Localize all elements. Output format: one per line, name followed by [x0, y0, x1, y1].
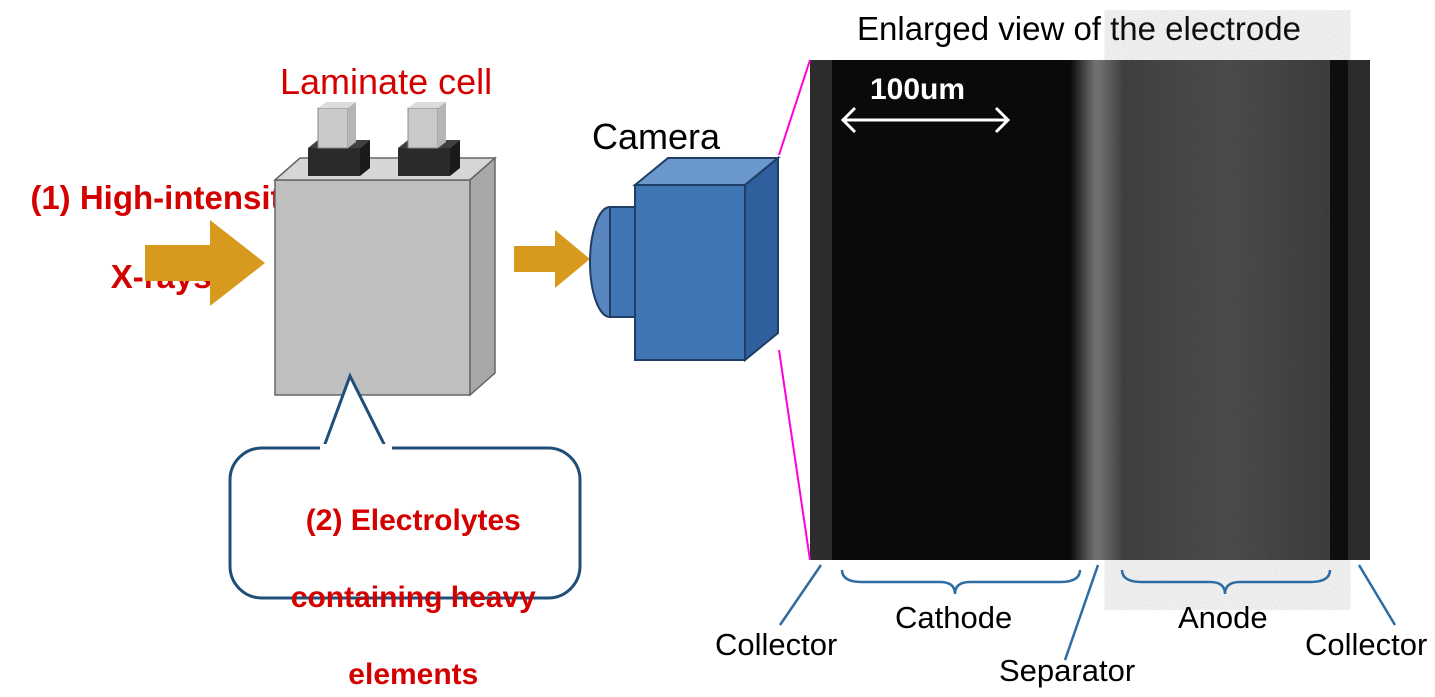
xrays-l2: X-rays	[111, 258, 212, 295]
scale-bar	[843, 108, 1008, 132]
electrolytes-text: (2) Electrolytes containing heavy elemen…	[230, 464, 580, 694]
electrolytes-l1: (2) Electrolytes	[306, 504, 521, 537]
camera-label: Camera	[592, 116, 720, 158]
enlarged-title: Enlarged view of the electrode	[857, 10, 1301, 48]
separator-label: Separator	[999, 653, 1135, 689]
xrays-l1: (1) High-intensity	[30, 179, 300, 216]
electrolytes-l3: elements	[348, 658, 478, 691]
arrow-to-camera	[514, 230, 590, 288]
camera-icon	[590, 158, 778, 360]
electrode-image	[810, 60, 1370, 560]
cathode-label: Cathode	[895, 600, 1012, 636]
scale-bar-label: 100um	[870, 73, 965, 107]
xrays-label: (1) High-intensity X-rays	[12, 138, 292, 296]
collector-left-label: Collector	[715, 627, 837, 663]
electrode-brackets	[780, 565, 1395, 660]
magenta-leader-lines	[779, 60, 810, 560]
laminate-cell-icon	[275, 102, 495, 395]
electrolytes-l2: containing heavy	[291, 581, 536, 614]
laminate-cell-label: Laminate cell	[280, 61, 492, 103]
diagram-svg	[0, 0, 1435, 697]
anode-label: Anode	[1178, 600, 1268, 636]
collector-right-label: Collector	[1305, 627, 1427, 663]
